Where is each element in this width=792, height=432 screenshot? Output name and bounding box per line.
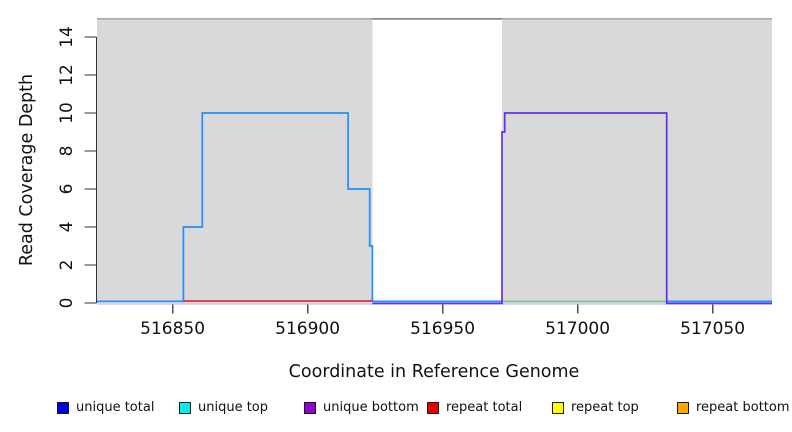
left-coverage-step-line — [97, 112, 772, 303]
x-tick-label: 516850 — [140, 319, 206, 339]
legend-label-repeat-total: repeat total — [446, 400, 523, 415]
legend-label-repeat-bottom: repeat bottom — [696, 400, 790, 415]
x-tick-label: 516900 — [275, 319, 341, 339]
y-tick-label: 4 — [57, 221, 77, 233]
repeat-region-left — [97, 18, 373, 303]
y-tick-label: 0 — [57, 297, 77, 309]
x-axis-title: Coordinate in Reference Genome — [288, 362, 580, 382]
y-tick-label: 2 — [57, 259, 77, 271]
y-tick-label: 8 — [57, 145, 77, 157]
right-coverage-step-line — [372, 112, 772, 305]
y-tick-label: 12 — [57, 64, 77, 86]
legend-label-unique-bottom: unique bottom — [323, 400, 419, 415]
y-tick-label: 6 — [57, 183, 77, 195]
y-tick-label: 10 — [57, 102, 77, 124]
legend-label-unique-total: unique total — [76, 400, 155, 415]
legend-label-repeat-top: repeat top — [571, 400, 639, 415]
legend-swatch-repeat-bottom — [677, 402, 689, 414]
legend-swatch-repeat-top — [552, 402, 564, 414]
legend-label-unique-top: unique top — [198, 400, 269, 415]
legend-swatch-unique-top — [179, 402, 191, 414]
repeat-region-right — [502, 18, 772, 303]
unique-region-gap — [372, 18, 502, 303]
x-tick-label: 516950 — [410, 319, 476, 339]
x-tick-label: 517050 — [680, 319, 746, 339]
legend-swatch-unique-bottom — [304, 402, 316, 414]
x-tick-label: 517000 — [545, 319, 611, 339]
y-axis-title: Read Coverage Depth — [17, 73, 37, 267]
legend-swatch-unique-total — [57, 402, 69, 414]
legend-swatch-repeat-total — [427, 402, 439, 414]
y-tick-label: 14 — [57, 26, 77, 48]
